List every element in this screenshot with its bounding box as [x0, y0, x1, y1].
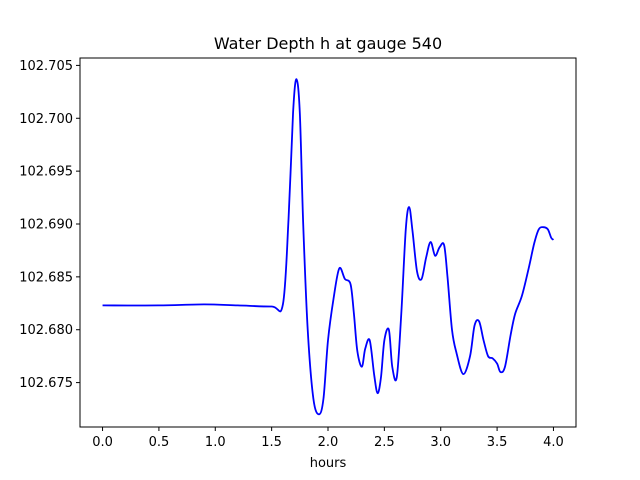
- y-tick-label: 102.690: [19, 217, 73, 232]
- y-tick-label: 102.695: [19, 165, 73, 180]
- x-tick-label: 4.0: [543, 435, 564, 450]
- chart-title: Water Depth h at gauge 540: [214, 34, 442, 53]
- x-axis-label: hours: [310, 456, 347, 471]
- x-tick-label: 1.0: [205, 435, 226, 450]
- series-line: [102, 78, 555, 416]
- y-tick-label: 102.675: [19, 376, 73, 391]
- x-tick-label: 3.0: [430, 435, 451, 450]
- x-tick-label: 0.0: [92, 435, 113, 450]
- y-tick-label: 102.705: [19, 59, 73, 74]
- y-tick-label: 102.680: [19, 323, 73, 338]
- x-axis-ticks: 0.0 0.5 1.0 1.5 2.0 2.5 3.0 3.5 4.0: [92, 427, 564, 450]
- y-tick-label: 102.685: [19, 270, 73, 285]
- plot-frame: [79, 57, 577, 428]
- x-tick-label: 0.5: [149, 435, 170, 450]
- y-axis-ticks: 102.675 102.680 102.685 102.690 102.695 102.7…: [19, 59, 80, 391]
- y-tick-label: 102.700: [19, 112, 73, 127]
- x-tick-label: 3.5: [487, 435, 508, 450]
- x-tick-label: 1.5: [261, 435, 282, 450]
- x-tick-label: 2.0: [318, 435, 339, 450]
- x-tick-label: 2.5: [374, 435, 395, 450]
